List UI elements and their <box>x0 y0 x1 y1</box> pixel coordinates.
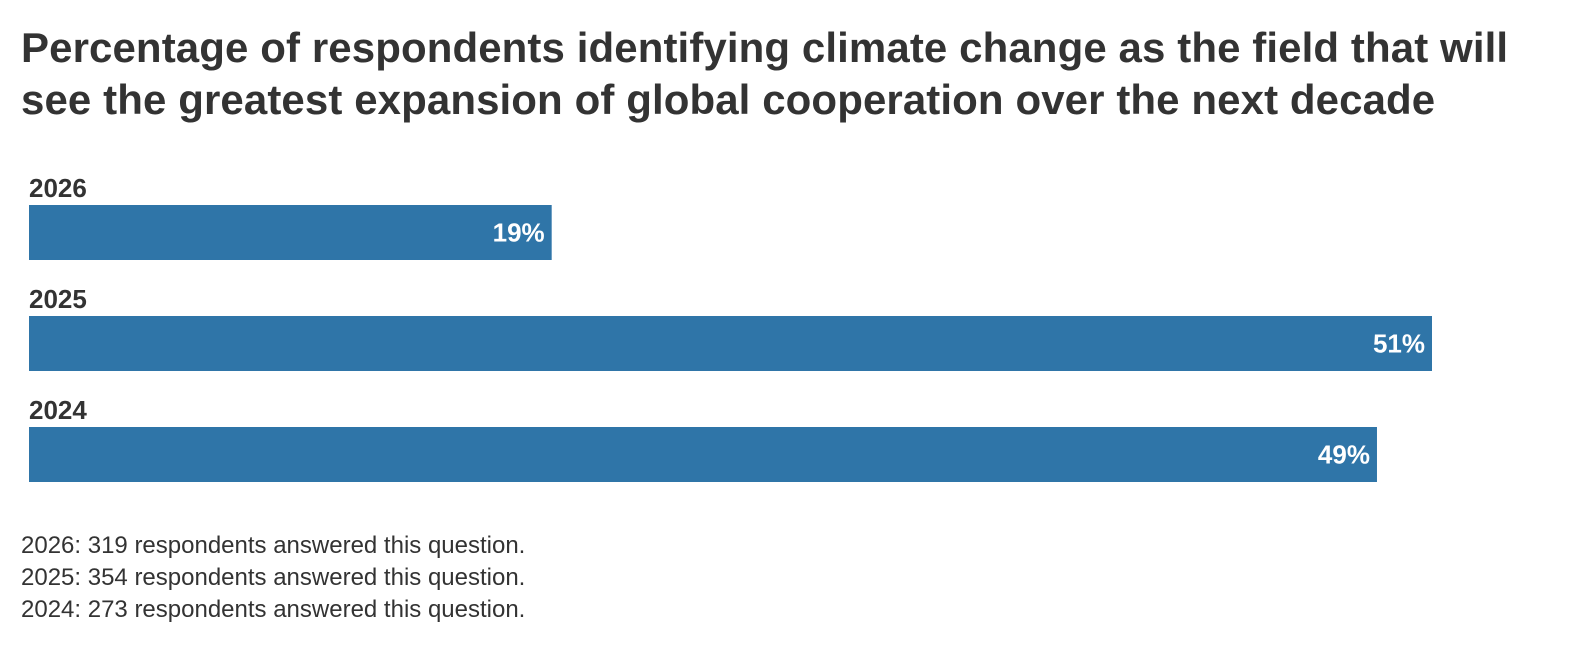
category-label-2025: 2025 <box>29 284 87 314</box>
value-label-2025: 51% <box>1373 329 1425 359</box>
note-2024: 2024: 273 respondents answered this ques… <box>21 596 526 623</box>
bar-2026 <box>29 205 552 260</box>
value-label-2026: 19% <box>493 218 545 248</box>
bar-2025 <box>29 316 1432 371</box>
category-label-2026: 2026 <box>29 173 87 203</box>
value-label-2024: 49% <box>1318 440 1370 470</box>
note-2026: 2026: 319 respondents answered this ques… <box>21 532 526 559</box>
note-2025: 2025: 354 respondents answered this ques… <box>21 564 526 591</box>
respondent-notes: 2026: 319 respondents answered this ques… <box>21 530 525 626</box>
category-label-2024: 2024 <box>29 395 87 425</box>
bar-2024 <box>29 427 1377 482</box>
chart-title: Percentage of respondents identifying cl… <box>21 24 1509 123</box>
